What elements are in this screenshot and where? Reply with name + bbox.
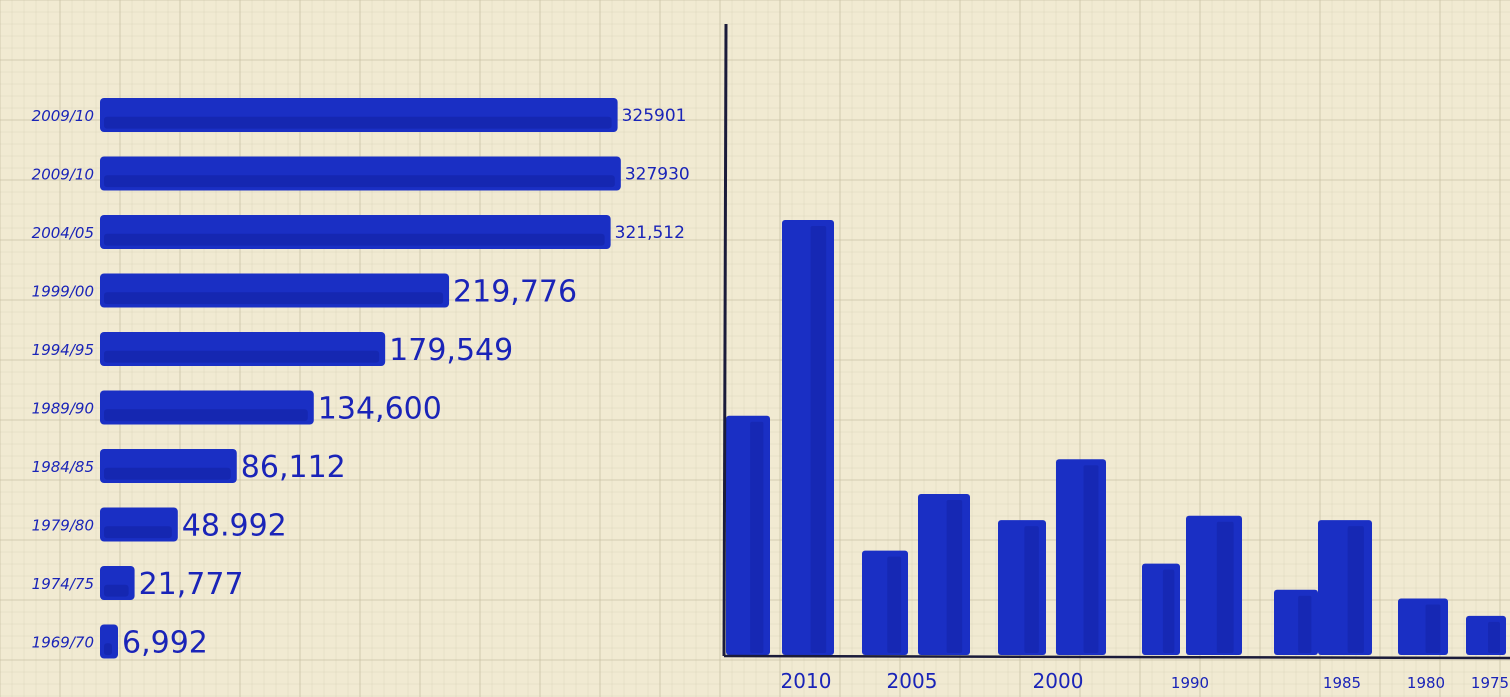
h-value-label: 134,600 bbox=[318, 392, 442, 427]
v-tick-label: 2010 bbox=[781, 669, 832, 693]
v-bar bbox=[1186, 515, 1242, 655]
h-category-label: 2009/10 bbox=[32, 166, 94, 184]
v-bar bbox=[1318, 520, 1372, 655]
v-bar-shade bbox=[1024, 526, 1039, 653]
h-bar-shade bbox=[104, 116, 612, 129]
v-bar bbox=[918, 494, 970, 655]
v-bar bbox=[1466, 615, 1506, 655]
h-bar bbox=[100, 156, 621, 191]
v-bar bbox=[1056, 459, 1106, 655]
h-category-label: 2004/05 bbox=[32, 224, 94, 242]
v-bar-shade bbox=[946, 500, 963, 653]
h-bar bbox=[100, 98, 618, 132]
h-value-label: 325901 bbox=[622, 106, 687, 126]
h-category-label: 1974/75 bbox=[32, 575, 94, 593]
v-bar bbox=[782, 220, 834, 655]
h-value-label: 21,777 bbox=[139, 567, 244, 602]
h-bar-shade bbox=[104, 584, 129, 597]
v-bar-shade bbox=[1488, 621, 1500, 653]
h-value-label: 321,512 bbox=[615, 223, 685, 243]
vertical-bar-chart: 2010 2005 2000 1990 1985 1980 1975 bbox=[726, 220, 1509, 693]
v-bar bbox=[1142, 563, 1180, 655]
horizontal-bar-chart: 2009/10 325901 2009/10 327930 2004/05 321,512… bbox=[32, 98, 690, 661]
h-bar bbox=[100, 507, 178, 542]
h-category-label: 1994/95 bbox=[32, 341, 94, 359]
h-category-label: 1984/85 bbox=[32, 458, 94, 476]
h-value-label: 219,776 bbox=[453, 275, 577, 310]
h-bar bbox=[100, 624, 118, 659]
h-value-label: 179,549 bbox=[389, 333, 513, 368]
h-bar bbox=[100, 390, 314, 425]
h-value-label: 86,112 bbox=[241, 450, 346, 485]
v-bar-shade bbox=[1425, 604, 1441, 653]
h-bar-shade bbox=[104, 467, 231, 480]
h-bar bbox=[100, 566, 135, 600]
h-bar bbox=[100, 215, 611, 249]
h-bar-shade bbox=[104, 175, 615, 188]
h-bar bbox=[100, 273, 450, 308]
v-tick-label: 1990 bbox=[1171, 674, 1209, 692]
v-tick-label: 1980 bbox=[1407, 674, 1445, 692]
v-bar-shade bbox=[887, 556, 902, 653]
v-tick-label: 1975 bbox=[1471, 674, 1509, 692]
v-bar bbox=[998, 520, 1046, 655]
h-bar-shade bbox=[104, 643, 112, 656]
x-axis-line bbox=[723, 654, 1510, 660]
v-bar-shade bbox=[1298, 595, 1312, 653]
v-bar-shade bbox=[1162, 569, 1175, 653]
h-bar-shade bbox=[104, 409, 308, 422]
h-bar-shade bbox=[104, 233, 605, 246]
h-bar-shade bbox=[104, 350, 380, 363]
v-bar bbox=[726, 415, 770, 655]
h-bar bbox=[100, 332, 386, 366]
v-tick-label: 2005 bbox=[887, 669, 938, 693]
v-bar bbox=[862, 550, 908, 655]
h-value-label: 327930 bbox=[625, 165, 690, 185]
v-bar bbox=[1398, 598, 1448, 655]
v-bar-shade bbox=[1083, 465, 1099, 653]
y-axis-line bbox=[722, 23, 728, 657]
v-bar-shade bbox=[1216, 521, 1234, 653]
v-bar-shade bbox=[1347, 526, 1364, 653]
h-bar bbox=[100, 449, 237, 483]
h-value-label: 48.992 bbox=[182, 509, 287, 544]
h-category-label: 1999/00 bbox=[32, 283, 94, 301]
h-category-label: 1969/70 bbox=[32, 634, 94, 652]
v-bar bbox=[1274, 589, 1318, 655]
v-bar-shade bbox=[750, 421, 764, 653]
h-category-label: 1989/90 bbox=[32, 400, 94, 418]
v-tick-label: 2000 bbox=[1033, 669, 1084, 693]
v-tick-label: 1985 bbox=[1323, 674, 1361, 692]
h-value-label: 6,992 bbox=[122, 626, 208, 661]
v-bar-shade bbox=[810, 226, 827, 653]
h-category-label: 2009/10 bbox=[32, 107, 94, 125]
h-category-label: 1979/80 bbox=[32, 517, 94, 535]
chart-axes bbox=[722, 23, 1510, 660]
h-bar-shade bbox=[104, 292, 444, 305]
h-bar-shade bbox=[104, 526, 172, 539]
